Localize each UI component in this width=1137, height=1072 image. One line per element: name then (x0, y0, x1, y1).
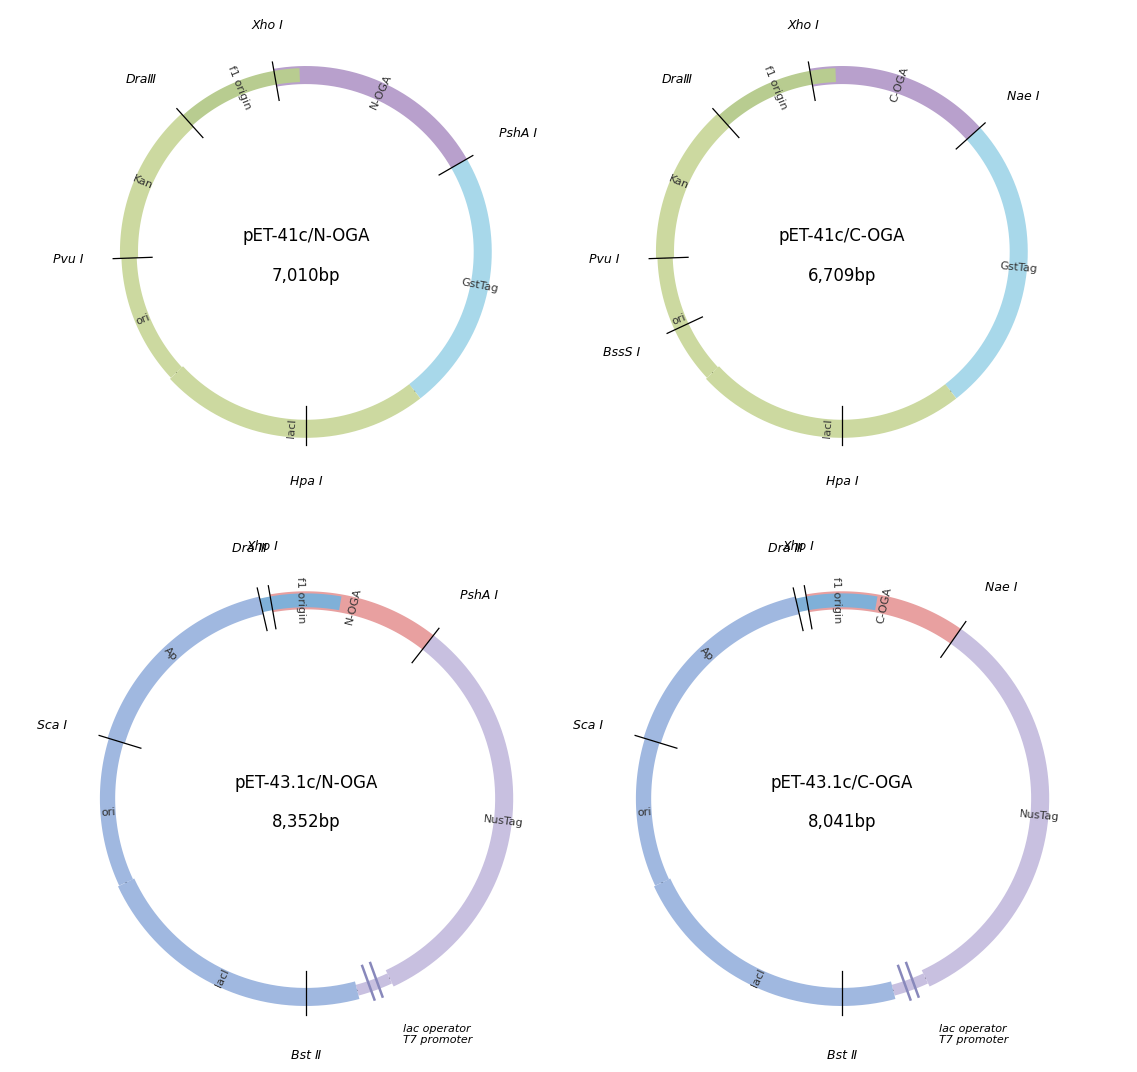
Text: Bst Ⅱ: Bst Ⅱ (827, 1048, 857, 1061)
Text: f1 origin: f1 origin (296, 577, 306, 624)
Text: lacI: lacI (749, 968, 766, 989)
Text: Ap: Ap (698, 645, 715, 662)
Text: ori: ori (134, 312, 151, 327)
Text: lacI: lacI (214, 968, 231, 989)
Text: Ap: Ap (161, 645, 180, 662)
Text: Nae I: Nae I (985, 581, 1018, 594)
Text: 6,709bp: 6,709bp (807, 267, 875, 284)
Text: N-OGA: N-OGA (368, 73, 393, 110)
Text: Nae I: Nae I (1007, 90, 1040, 103)
Text: Dra Ⅲ: Dra Ⅲ (232, 542, 267, 555)
Text: NusTag: NusTag (1019, 809, 1060, 822)
Text: DraⅢ: DraⅢ (126, 73, 157, 87)
Text: DraⅢ: DraⅢ (662, 73, 692, 87)
Text: Bst Ⅱ: Bst Ⅱ (291, 1048, 321, 1061)
Text: C-OGA: C-OGA (889, 65, 911, 104)
Text: f1 origin: f1 origin (762, 64, 789, 111)
Text: Xho I: Xho I (782, 539, 814, 552)
Text: 8,041bp: 8,041bp (807, 814, 877, 831)
Text: Pvu I: Pvu I (589, 253, 620, 266)
Text: ori: ori (670, 312, 687, 327)
Text: f1 origin: f1 origin (831, 577, 843, 624)
Text: pET-41c/N-OGA: pET-41c/N-OGA (242, 227, 370, 244)
Text: pET-41c/C-OGA: pET-41c/C-OGA (779, 227, 905, 244)
Text: Xho I: Xho I (787, 19, 819, 32)
Text: PshA I: PshA I (459, 589, 498, 601)
Text: BssS I: BssS I (603, 346, 640, 359)
Text: lac operator
T7 promoter: lac operator T7 promoter (939, 1024, 1009, 1045)
Text: Dra Ⅲ: Dra Ⅲ (769, 542, 803, 555)
Text: Sca I: Sca I (573, 719, 603, 732)
Text: Hpa I: Hpa I (825, 475, 858, 488)
Text: lacI: lacI (287, 418, 298, 438)
Text: N-OGA: N-OGA (345, 586, 363, 626)
Text: Xho I: Xho I (247, 539, 279, 552)
Text: lacI: lacI (822, 418, 833, 438)
Text: Kan: Kan (132, 174, 155, 192)
Text: GstTag: GstTag (999, 260, 1037, 274)
Text: 7,010bp: 7,010bp (272, 267, 340, 284)
Text: Xho I: Xho I (251, 19, 283, 32)
Text: lac operator
T7 promoter: lac operator T7 promoter (404, 1024, 473, 1045)
Text: Kan: Kan (667, 174, 690, 192)
Text: Hpa I: Hpa I (290, 475, 322, 488)
Text: pET-43.1c/C-OGA: pET-43.1c/C-OGA (771, 774, 913, 791)
Text: Pvu I: Pvu I (52, 253, 83, 266)
Text: NusTag: NusTag (482, 814, 523, 829)
Text: ori: ori (100, 807, 116, 818)
Text: pET-43.1c/N-OGA: pET-43.1c/N-OGA (234, 774, 377, 791)
Text: 8,352bp: 8,352bp (272, 814, 340, 831)
Text: ori: ori (637, 807, 652, 818)
Text: GstTag: GstTag (460, 278, 499, 294)
Text: C-OGA: C-OGA (875, 586, 894, 624)
Text: f1 origin: f1 origin (226, 64, 252, 111)
Text: Sca I: Sca I (36, 719, 67, 732)
Text: PshA I: PshA I (499, 128, 537, 140)
